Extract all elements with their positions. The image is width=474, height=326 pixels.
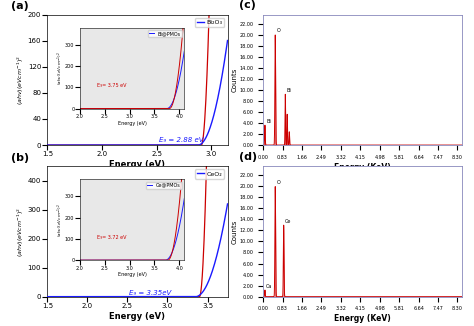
Text: Ca: Ca xyxy=(266,284,273,289)
Text: Bi: Bi xyxy=(266,119,271,124)
Text: O: O xyxy=(276,180,280,185)
X-axis label: Energy (eV): Energy (eV) xyxy=(109,160,165,169)
Text: E₉ = 3.35eV: E₉ = 3.35eV xyxy=(129,290,171,296)
Y-axis label: Counts: Counts xyxy=(232,68,238,92)
Legend: Bi₂O₃: Bi₂O₃ xyxy=(195,18,224,27)
Y-axis label: Counts: Counts xyxy=(232,219,238,244)
X-axis label: Energy (KeV): Energy (KeV) xyxy=(334,314,391,323)
Text: O: O xyxy=(276,28,280,33)
X-axis label: Energy (eV): Energy (eV) xyxy=(109,312,165,321)
Legend: CeO₂: CeO₂ xyxy=(195,170,224,179)
Text: (b): (b) xyxy=(11,153,29,163)
Text: (a): (a) xyxy=(11,1,29,11)
X-axis label: Energy (KeV): Energy (KeV) xyxy=(334,163,391,171)
Text: (d): (d) xyxy=(239,152,257,162)
Y-axis label: $(ahv)(eVcm^{-1})^2$: $(ahv)(eVcm^{-1})^2$ xyxy=(16,55,26,105)
Text: E₉ = 2.88 eV: E₉ = 2.88 eV xyxy=(159,137,203,143)
Text: Ce: Ce xyxy=(285,219,291,224)
Text: (c): (c) xyxy=(239,0,256,10)
Y-axis label: $(ahv)(eVcm^{-1})^2$: $(ahv)(eVcm^{-1})^2$ xyxy=(16,206,26,257)
Text: Bi: Bi xyxy=(286,88,291,93)
